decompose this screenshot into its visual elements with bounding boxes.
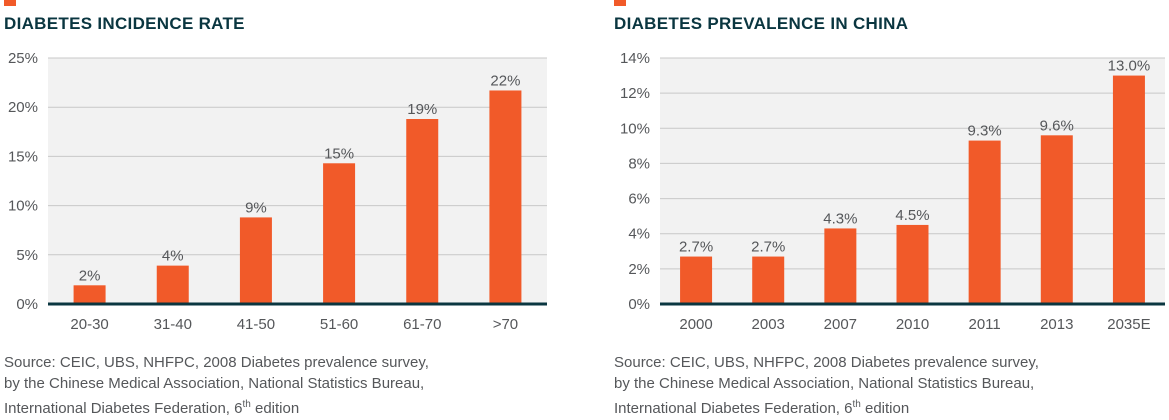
chart-panel-prevalence: DIABETES PREVALENCE IN CHINA 0% 2% 4% 6% 8% 1… xyxy=(610,0,1165,420)
y-tick-label: 2% xyxy=(628,261,650,278)
source-line: by the Chinese Medical Association, Nati… xyxy=(614,375,1035,392)
source-text: International Diabetes Federation, 6 xyxy=(4,400,243,417)
source-note: Source: CEIC, UBS, NHFPC, 2008 Diabetes … xyxy=(4,352,429,419)
x-tick-label: 2011 xyxy=(969,316,1001,333)
data-label: 4.3% xyxy=(823,210,857,227)
data-label: 2.7% xyxy=(679,239,713,256)
x-tick-label: 20-30 xyxy=(70,316,108,333)
y-tick-label: 0% xyxy=(628,296,650,313)
title-accent-bar xyxy=(4,0,16,6)
y-tick-label: 0% xyxy=(16,296,38,313)
y-tick-label: 4% xyxy=(628,226,650,243)
source-text: International Diabetes Federation, 6 xyxy=(614,400,853,417)
x-tick-label: 51-60 xyxy=(320,316,358,333)
x-tick-label: 2000 xyxy=(679,316,712,333)
y-tick-label: 25% xyxy=(8,50,38,67)
source-superscript: th xyxy=(852,399,861,410)
data-label: 9.6% xyxy=(1040,117,1074,134)
chart-title: DIABETES PREVALENCE IN CHINA xyxy=(614,14,909,33)
data-label: 2% xyxy=(79,267,101,284)
bar xyxy=(824,228,857,304)
bar xyxy=(406,119,439,305)
chart-panel-incidence: DIABETES INCIDENCE RATE 0% 5% 10% 15% 20% 25%… xyxy=(0,0,555,420)
bar xyxy=(156,265,189,304)
x-tick-label: 2003 xyxy=(752,316,785,333)
data-label: 4% xyxy=(162,248,184,265)
y-tick-label: 12% xyxy=(620,85,650,102)
title-accent-bar xyxy=(614,0,626,6)
bar xyxy=(489,90,522,304)
source-line: by the Chinese Medical Association, Nati… xyxy=(4,375,425,392)
source-line-last: International Diabetes Federation, 6th e… xyxy=(4,394,429,419)
source-line-last: International Diabetes Federation, 6th e… xyxy=(614,394,1039,419)
source-line: Source: CEIC, UBS, NHFPC, 2008 Diabetes … xyxy=(4,354,429,371)
y-tick-label: 5% xyxy=(16,247,38,264)
source-line: Source: CEIC, UBS, NHFPC, 2008 Diabetes … xyxy=(614,354,1039,371)
data-label: 9.3% xyxy=(968,123,1002,140)
data-label: 2.7% xyxy=(751,239,785,256)
x-tick-label: 2035E xyxy=(1107,316,1150,333)
x-tick-label: 61-70 xyxy=(403,316,441,333)
bar xyxy=(73,285,106,304)
source-note: Source: CEIC, UBS, NHFPC, 2008 Diabetes … xyxy=(614,352,1039,419)
bar xyxy=(896,224,929,304)
bar xyxy=(323,163,356,304)
y-tick-label: 6% xyxy=(628,191,650,208)
x-tick-label: 2010 xyxy=(896,316,929,333)
y-tick-label: 10% xyxy=(620,120,650,137)
bar xyxy=(1112,75,1145,304)
bar xyxy=(239,217,272,304)
data-label: 13.0% xyxy=(1108,58,1151,75)
data-label: 19% xyxy=(407,101,437,118)
bar xyxy=(752,256,785,304)
data-label: 22% xyxy=(490,72,520,89)
source-superscript: th xyxy=(242,399,251,410)
y-tick-label: 10% xyxy=(8,198,38,215)
chart-title: DIABETES INCIDENCE RATE xyxy=(4,14,245,33)
data-label: 4.5% xyxy=(895,207,929,224)
data-label: 9% xyxy=(245,199,267,216)
y-tick-label: 15% xyxy=(8,148,38,165)
x-tick-label: 31-40 xyxy=(154,316,192,333)
y-tick-label: 20% xyxy=(8,99,38,116)
source-text-tail: edition xyxy=(860,400,910,417)
x-tick-label: 2013 xyxy=(1040,316,1073,333)
y-tick-label: 8% xyxy=(628,155,650,172)
bar xyxy=(1040,135,1073,304)
data-label: 15% xyxy=(324,145,354,162)
bar xyxy=(680,256,713,304)
plot-area xyxy=(48,58,547,304)
y-tick-label: 14% xyxy=(620,50,650,67)
bar-chart-incidence: 0% 5% 10% 15% 20% 25% 2% 20-30 4% 31-40 9% 41-50 15%… xyxy=(8,50,547,333)
source-text-tail: edition xyxy=(250,400,300,417)
x-tick-label: 2007 xyxy=(824,316,857,333)
bar-chart-prevalence: 0% 2% 4% 6% 8% 10% 12% 14% 2.7% 2000 2.7% 2003 4.3% 2… xyxy=(620,50,1165,333)
x-tick-label: 41-50 xyxy=(237,316,275,333)
bar xyxy=(968,140,1001,304)
x-tick-label: >70 xyxy=(493,316,518,333)
